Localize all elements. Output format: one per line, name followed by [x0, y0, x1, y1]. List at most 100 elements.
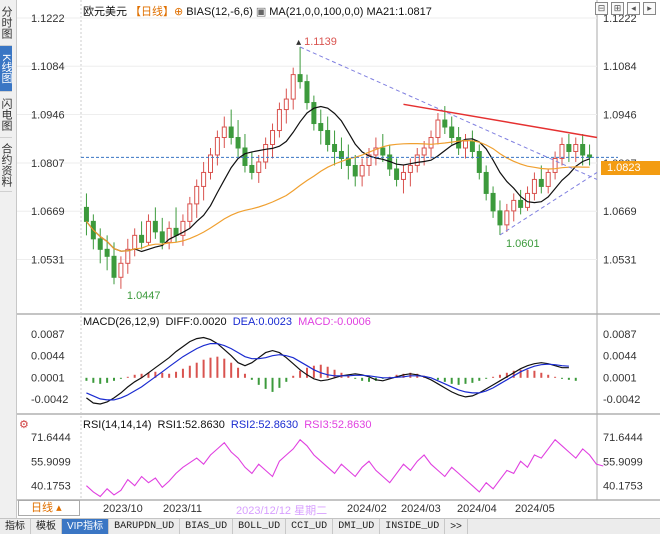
y-tick-right: 1.0946 — [603, 109, 637, 121]
candle-body — [173, 227, 179, 236]
macd-y-tick-left: 0.0001 — [31, 372, 65, 384]
side-tab-contract[interactable]: 合约资料 — [0, 138, 12, 192]
tab-dmi[interactable]: DMI_UD — [333, 519, 381, 534]
candle-body — [469, 140, 475, 152]
macd-dea-line — [86, 343, 569, 401]
macd-y-tick-left: 0.0044 — [31, 351, 65, 363]
chart-area[interactable]: 1.1139 ▴ 1.0447 1.0601 1.1222 1.1222 1.1084 1.… — [17, 0, 660, 518]
high-price-label: 1.1139 — [304, 36, 337, 48]
y-tick-left: 1.0946 — [31, 109, 65, 121]
candle-body — [187, 203, 193, 222]
side-tab-kline[interactable]: K线图 — [0, 46, 12, 92]
candle-body — [414, 154, 420, 166]
rsi-y-tick-right: 55.9099 — [603, 456, 643, 468]
tab-more[interactable]: >> — [445, 519, 468, 534]
macd-title: MACD(26,12,9) — [83, 316, 160, 328]
macd-diff: DIFF:0.0020 — [165, 316, 227, 328]
tab-cci[interactable]: CCI_UD — [286, 519, 334, 534]
period-selector[interactable]: 日线 ▴ — [18, 500, 80, 516]
candle-body — [359, 164, 365, 177]
candle-body — [283, 98, 289, 111]
y-tick-left: 1.1222 — [31, 13, 65, 25]
bottom-tab-bar: 指标 模板 VIP指标 BARUPDN_UD BIAS_UD BOLL_UD C… — [0, 518, 660, 534]
candle-body — [573, 143, 579, 152]
low2-price-label: 1.0601 — [506, 238, 540, 250]
candle-body — [531, 178, 537, 194]
main-header: 欧元美元 【日线】⊕ BIAS(12,-6,6) ▣ MA(21,0,0,100,0,0… — [83, 3, 435, 19]
rsi-title: RSI(14,14,14) — [83, 419, 152, 431]
candle-body — [139, 234, 145, 243]
macd-y-tick-right: 0.0087 — [603, 329, 637, 341]
y-tick-left: 1.0531 — [31, 254, 65, 266]
rsi-y-tick-left: 40.1753 — [31, 480, 71, 492]
tab-bias[interactable]: BIAS_UD — [180, 519, 234, 534]
rsi-y-tick-left: 55.9099 — [31, 456, 71, 468]
candle-body — [318, 123, 324, 132]
y-tick-right: 1.1222 — [603, 13, 637, 25]
macd-diff-line — [86, 336, 569, 405]
macd-y-tick-right: -0.0042 — [603, 394, 640, 406]
crosshair-date: 2023/12/12 星期二 — [236, 502, 328, 518]
scroll-left-icon[interactable]: ◂ — [627, 2, 640, 15]
candle-body — [214, 137, 220, 156]
macd-dea: DEA:0.0023 — [232, 316, 293, 328]
down-trend-line — [299, 46, 598, 180]
candle-body — [304, 81, 310, 104]
macd-y-tick-right: 0.0001 — [603, 372, 637, 384]
candle-body — [132, 234, 138, 250]
zoom-out-icon[interactable]: ⊟ — [595, 2, 608, 15]
candle-body — [325, 130, 331, 145]
tab-vip-indicators[interactable]: VIP指标 — [62, 519, 110, 534]
candle-body — [490, 192, 496, 212]
y-tick-left: 1.1084 — [31, 61, 65, 73]
rsi-line — [86, 438, 604, 498]
tab-inside[interactable]: INSIDE_UD — [380, 519, 446, 534]
candlestick-series — [83, 47, 593, 289]
macd-series — [85, 336, 577, 405]
rsi2-value: RSI2:52.8630 — [230, 419, 299, 431]
side-tab-flash[interactable]: 闪电图 — [0, 92, 12, 138]
rsi-series — [86, 438, 604, 498]
x-axis-label: 2024/02 — [347, 503, 387, 515]
tab-boll[interactable]: BOLL_UD — [233, 519, 287, 534]
candle-body — [270, 130, 276, 145]
x-axis-label: 2024/03 — [401, 503, 441, 515]
trend-lines: 1.1139▴ 1.0447 1.0601 — [81, 36, 618, 302]
candle-body — [276, 109, 282, 132]
side-tab-timeshare[interactable]: 分时图 — [0, 0, 12, 46]
zoom-in-icon[interactable]: ⊞ — [611, 2, 624, 15]
caret-up-icon: ▴ — [56, 502, 62, 514]
candle-body — [559, 143, 565, 159]
candle-body — [290, 74, 296, 100]
macd-value: MACD:-0.0006 — [298, 316, 371, 328]
long-ma-line — [85, 139, 590, 252]
symbol-name: 欧元美元 — [83, 6, 127, 18]
rsi-y-tick-right: 71.6444 — [603, 432, 643, 444]
candle-body — [256, 161, 262, 173]
high-arrow-icon: ▴ — [296, 37, 301, 48]
lock-icon[interactable]: ▣ — [255, 6, 267, 18]
settings-icon[interactable]: ⊕ — [174, 6, 184, 18]
candle-body — [235, 137, 241, 149]
tab-barupdn[interactable]: BARUPDN_UD — [109, 519, 181, 534]
macd-y-tick-left: 0.0087 — [31, 329, 65, 341]
scroll-right-icon[interactable]: ▸ — [643, 2, 656, 15]
candle-body — [552, 157, 558, 173]
rsi-y-tick-right: 40.1753 — [603, 480, 643, 492]
candle-body — [159, 231, 165, 243]
toolbar-icons: ⊟ ⊞ ◂ ▸ — [595, 2, 656, 15]
rsi-settings-icon[interactable]: ⚙ — [19, 419, 29, 431]
candle-body — [97, 238, 103, 250]
rsi3-value: RSI3:52.8630 — [304, 419, 372, 431]
candle-body — [118, 262, 124, 278]
candle-body — [201, 171, 207, 187]
candle-body — [104, 248, 110, 257]
candle-body — [152, 220, 158, 233]
y-tick-left: 1.0669 — [31, 206, 65, 218]
tab-indicators[interactable]: 指标 — [0, 519, 31, 534]
candle-body — [545, 171, 551, 187]
tab-templates[interactable]: 模板 — [31, 519, 62, 534]
candle-body — [407, 164, 413, 173]
x-axis-labels: 2023/10 2023/11 2024/02 2024/03 2024/04 2024/… — [103, 503, 555, 515]
